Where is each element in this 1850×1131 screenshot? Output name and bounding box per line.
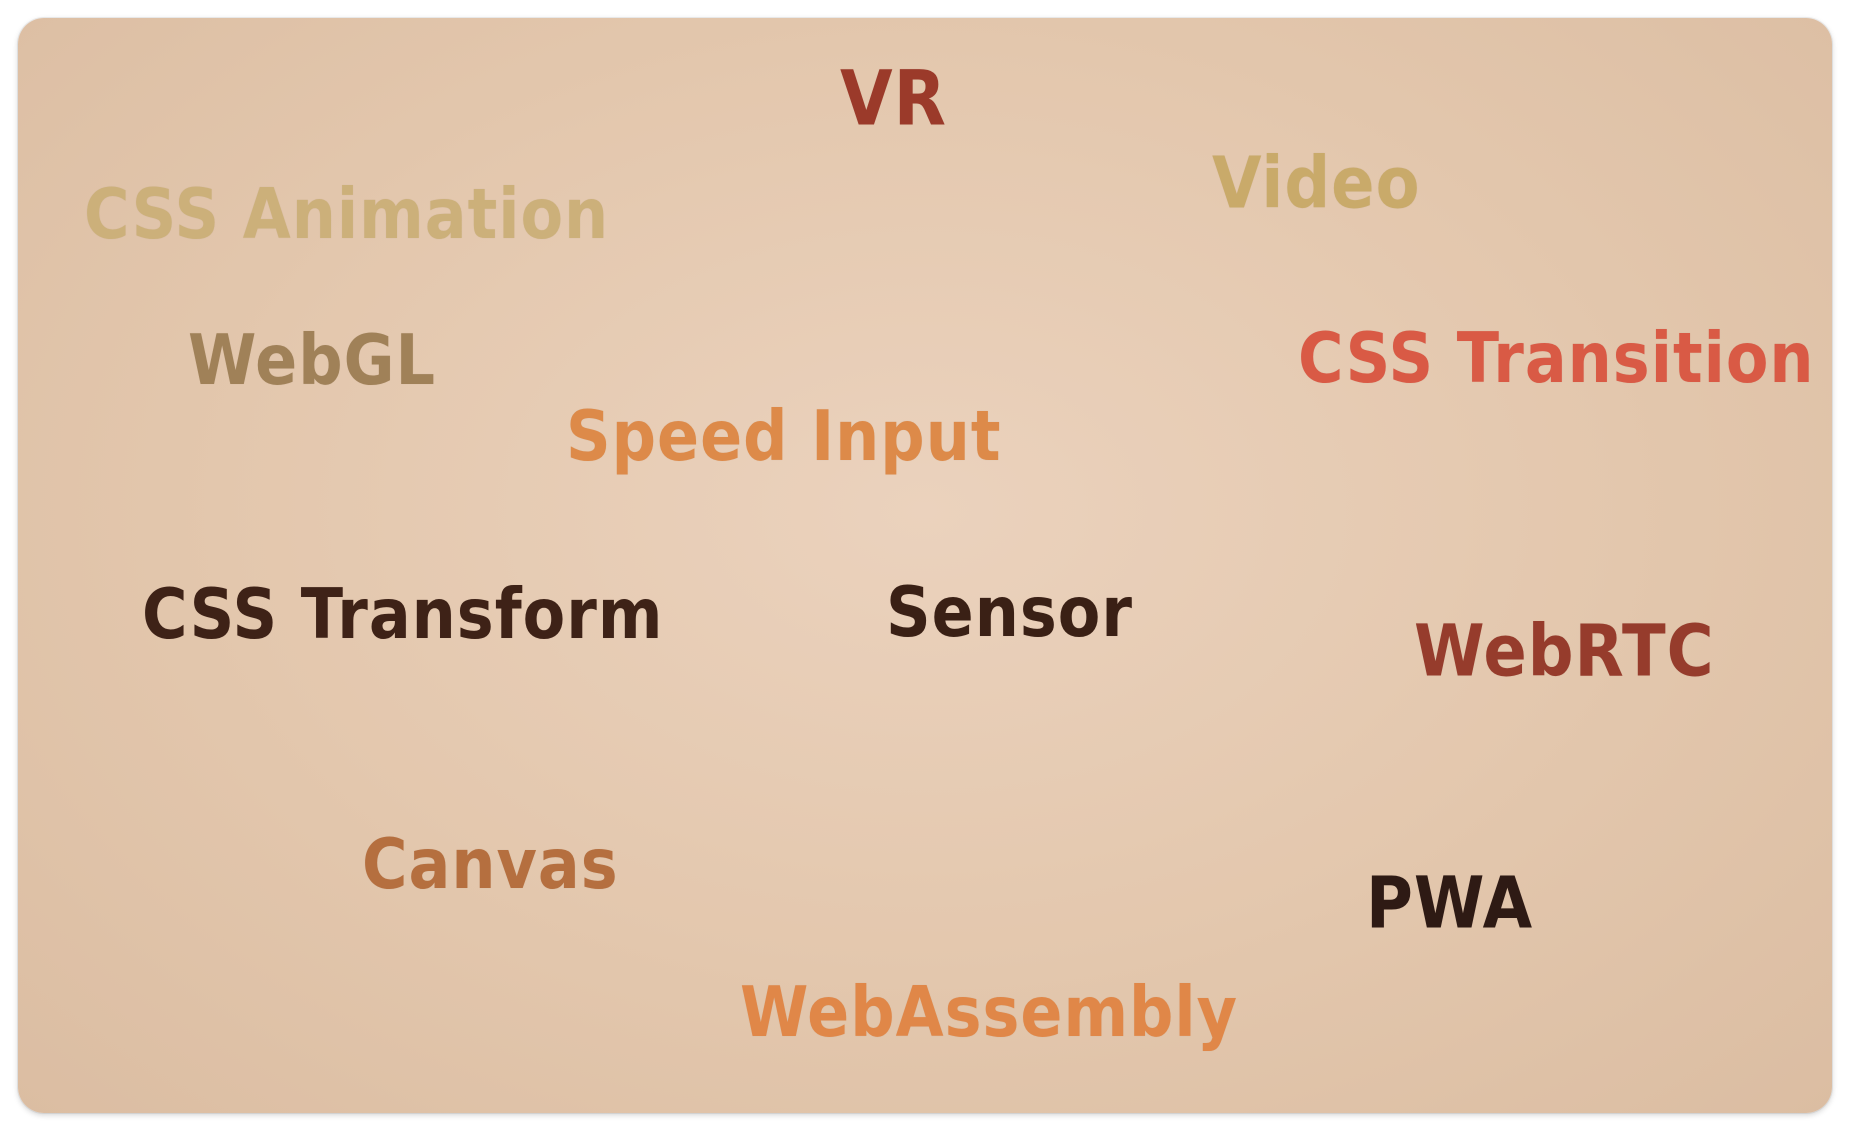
word-webassembly: WebAssembly — [740, 971, 1239, 1054]
word-css-animation: CSS Animation — [84, 173, 610, 256]
word-pwa: PWA — [1366, 862, 1534, 946]
word-webrtc: WebRTC — [1414, 610, 1715, 694]
word-webgl: WebGL — [188, 319, 437, 402]
word-canvas: Canvas — [362, 823, 619, 906]
word-video: Video — [1212, 142, 1421, 226]
word-css-transform: CSS Transform — [142, 573, 664, 656]
word-cloud-frame: VR Video CSS Animation WebGL CSS Transit… — [18, 18, 1832, 1113]
word-sensor: Sensor — [886, 571, 1133, 654]
word-speed-input: Speed Input — [566, 395, 1002, 478]
word-css-transition: CSS Transition — [1298, 317, 1815, 400]
word-vr: VR — [840, 55, 947, 144]
